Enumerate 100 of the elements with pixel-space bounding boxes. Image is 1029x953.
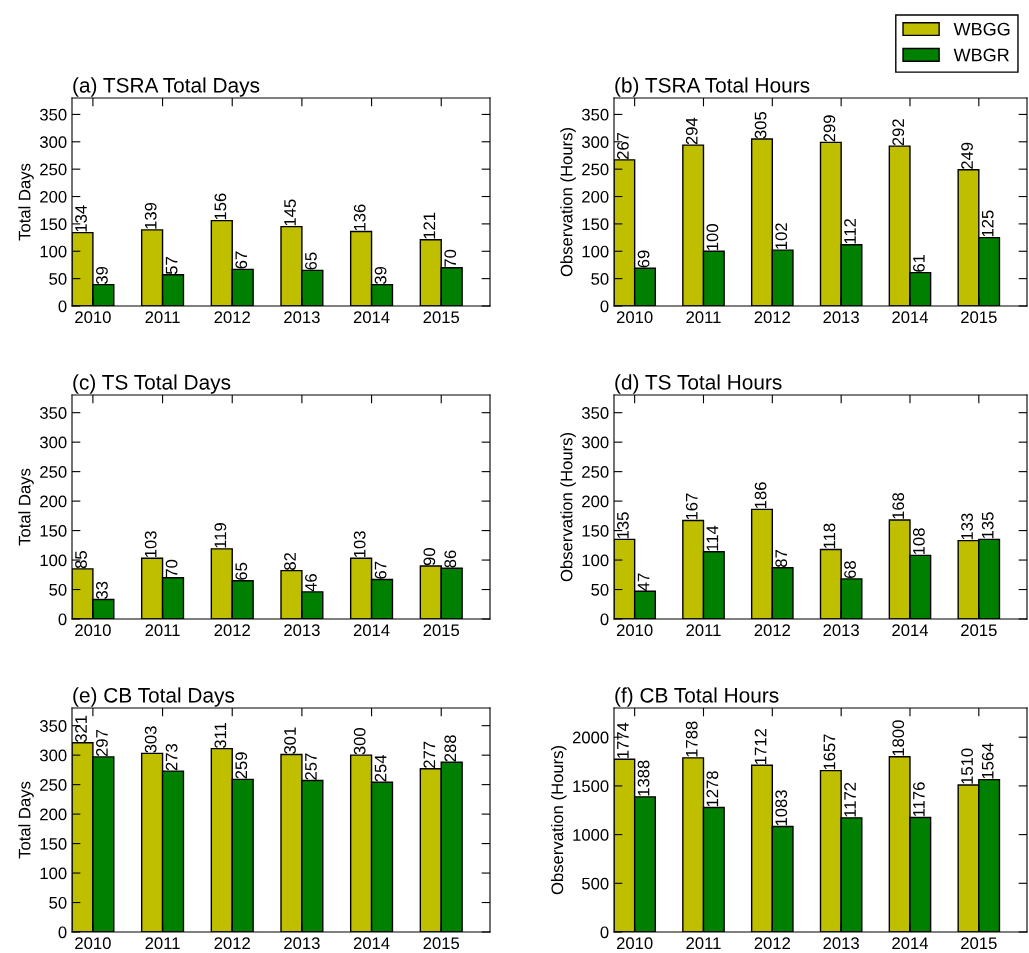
y-tick-label: 350 — [581, 108, 609, 121]
data-label: 65 — [305, 252, 317, 270]
data-label: 70 — [165, 559, 178, 577]
data-label: 321 — [75, 715, 87, 743]
data-label: 1657 — [823, 734, 836, 770]
data-label: 86 — [444, 550, 457, 568]
y-tick-label: 300 — [39, 436, 67, 449]
y-tick-label: 100 — [40, 554, 67, 567]
data-label: 1172 — [844, 782, 856, 817]
x-tick-label: 2015 — [423, 311, 460, 324]
data-label: 67 — [374, 561, 387, 579]
x-tick-label: 2010 — [75, 937, 111, 950]
x-tick-label: 2013 — [823, 937, 859, 950]
data-label: 103 — [144, 531, 157, 558]
y-tick-label: 350 — [39, 407, 67, 419]
data-label: 39 — [96, 266, 108, 285]
data-label: 186 — [754, 482, 767, 509]
y-tick-label: 250 — [582, 466, 609, 478]
data-label: 100 — [706, 224, 719, 250]
data-label: 70 — [444, 249, 457, 267]
y-tick-label: 0 — [58, 300, 67, 313]
chart-title: (b) TSRA Total Hours — [615, 77, 810, 97]
data-label: 118 — [823, 523, 836, 549]
y-tick-label: 300 — [581, 436, 609, 449]
y-tick-label: 50 — [49, 583, 67, 596]
y-tick-label: 0 — [600, 926, 609, 939]
data-label: 112 — [844, 218, 856, 244]
data-label: 82 — [284, 552, 296, 570]
y-tick-label: 350 — [581, 407, 609, 419]
data-label: 46 — [305, 574, 317, 592]
x-tick-label: 2012 — [754, 937, 791, 950]
x-tick-label: 2011 — [145, 624, 180, 637]
y-tick-label: 200 — [40, 808, 67, 821]
data-label: 301 — [284, 727, 296, 754]
x-tick-label: 2011 — [686, 624, 721, 637]
y-axis-title: Observation (Hours) — [550, 746, 567, 895]
data-label: 69 — [637, 250, 650, 268]
x-tick-label: 2013 — [284, 311, 320, 324]
y-tick-label: 300 — [581, 136, 609, 148]
data-label: 114 — [706, 525, 719, 551]
data-label: 1176 — [912, 782, 925, 817]
x-tick-label: 2010 — [75, 624, 111, 637]
y-axis-title: Observation (Hours) — [560, 433, 576, 582]
x-tick-label: 2012 — [754, 624, 791, 637]
data-label: 168 — [892, 492, 905, 519]
y-axis-title: Total Days — [18, 468, 34, 546]
data-label: 145 — [284, 199, 296, 226]
data-label: 68 — [844, 561, 856, 579]
x-tick-label: 2014 — [353, 624, 390, 637]
y-tick-label: 350 — [39, 720, 67, 732]
chart-title: (a) TSRA Total Days — [73, 77, 260, 97]
y-tick-label: 1000 — [573, 829, 609, 841]
x-tick-label: 2012 — [214, 937, 250, 950]
y-tick-label: 150 — [40, 837, 67, 850]
y-tick-label: 250 — [40, 163, 67, 176]
x-tick-label: 2010 — [616, 937, 653, 950]
x-tick-label: 2014 — [892, 937, 929, 950]
data-label: 273 — [165, 744, 178, 771]
x-tick-label: 2015 — [961, 624, 997, 637]
x-tick-label: 2011 — [686, 937, 721, 950]
x-tick-label: 2014 — [892, 624, 929, 637]
data-label: 267 — [617, 132, 629, 160]
data-label: 121 — [423, 212, 436, 239]
y-tick-label: 50 — [49, 273, 67, 285]
data-label: 1774 — [617, 722, 629, 758]
x-tick-label: 2013 — [823, 624, 859, 637]
y-tick-label: 350 — [39, 108, 67, 121]
x-tick-label: 2015 — [961, 937, 997, 950]
legend-label: WBGG — [953, 22, 1010, 36]
legend-label: WBGR — [953, 48, 1009, 62]
data-label: 119 — [214, 523, 227, 548]
data-label: 156 — [214, 193, 227, 220]
data-label: 65 — [235, 562, 248, 580]
y-tick-label: 0 — [58, 613, 67, 626]
y-tick-label: 300 — [39, 749, 67, 762]
y-tick-label: 150 — [40, 218, 67, 231]
y-tick-label: 2000 — [572, 731, 609, 744]
x-tick-label: 2012 — [214, 311, 250, 324]
y-tick-label: 50 — [591, 273, 609, 285]
x-tick-label: 2015 — [423, 624, 460, 637]
y-tick-label: 50 — [591, 583, 609, 596]
x-tick-label: 2013 — [823, 311, 859, 324]
data-label: 103 — [353, 531, 366, 558]
data-label: 133 — [961, 513, 973, 540]
data-label: 294 — [685, 117, 698, 145]
y-tick-label: 150 — [582, 524, 609, 537]
data-label: 39 — [374, 266, 387, 285]
x-tick-label: 2015 — [961, 311, 997, 324]
chart-title: (d) TS Total Hours — [615, 374, 782, 394]
data-label: 136 — [353, 204, 366, 231]
y-tick-label: 500 — [582, 877, 609, 890]
x-tick-label: 2014 — [353, 937, 390, 950]
x-tick-label: 2015 — [423, 937, 460, 950]
y-tick-label: 200 — [582, 495, 609, 508]
y-tick-label: 100 — [40, 245, 67, 258]
x-tick-label: 2013 — [284, 624, 320, 637]
y-axis-title: Observation (Hours) — [560, 128, 576, 277]
data-label: 135 — [617, 512, 629, 539]
x-tick-label: 2012 — [214, 624, 250, 637]
x-tick-label: 2014 — [353, 311, 390, 324]
